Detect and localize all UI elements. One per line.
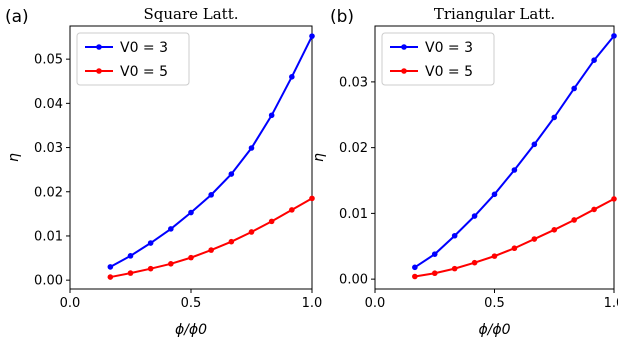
x-tick-label: 0.5	[181, 296, 202, 311]
data-point	[107, 264, 114, 270]
data-point	[591, 206, 597, 213]
legend-marker	[401, 44, 407, 50]
y-tick-label: 0.02	[34, 185, 63, 200]
data-point	[491, 253, 498, 259]
legend-marker	[96, 68, 102, 74]
panel-letter: (b)	[330, 7, 354, 27]
y-tick-label: 0.03	[34, 141, 63, 156]
chart-panel-b: (b) Triangular Latt. 0.0 0.5 1.0 0.00 0.01 0.02…	[311, 5, 618, 338]
data-point	[228, 171, 235, 177]
chart-title: Square Latt.	[143, 5, 238, 23]
x-axis-label: ϕ/ϕ0	[175, 322, 207, 338]
y-tick-label: 0.05	[34, 53, 63, 68]
data-point	[511, 245, 518, 252]
data-point	[531, 236, 538, 242]
y-axis-label: η	[6, 153, 22, 162]
data-point	[431, 270, 438, 277]
data-point	[107, 274, 114, 280]
y-tick-label: 0.04	[34, 97, 63, 112]
y-tick-label: 0.01	[34, 229, 63, 244]
y-tick-label: 0.03	[339, 75, 368, 90]
x-tick-label: 0.5	[484, 296, 505, 311]
data-point	[127, 270, 134, 276]
data-point	[491, 191, 498, 198]
legend: V0 = 3 V0 = 5	[381, 32, 495, 86]
x-tick-label: 0.0	[365, 296, 386, 311]
data-point	[451, 265, 458, 272]
chart-title: Triangular Latt.	[434, 5, 555, 23]
data-point	[228, 238, 235, 245]
data-point	[188, 254, 194, 261]
data-point	[188, 209, 194, 216]
data-point	[511, 167, 518, 173]
data-point	[451, 232, 458, 239]
legend: V0 = 3 V0 = 5	[76, 32, 190, 86]
legend-label: V0 = 5	[425, 64, 473, 80]
data-point	[412, 273, 418, 280]
legend-marker	[401, 68, 407, 74]
x-tick-label: 1.0	[302, 296, 323, 311]
data-point	[309, 33, 315, 39]
legend-label: V0 = 3	[120, 40, 168, 56]
data-point	[168, 226, 174, 232]
data-point	[268, 112, 275, 119]
data-point	[147, 265, 154, 272]
data-point	[248, 145, 255, 151]
data-point	[591, 57, 597, 63]
data-point	[208, 192, 214, 198]
series-line-v0-5	[110, 197, 313, 279]
legend-label: V0 = 5	[120, 64, 168, 80]
data-point	[208, 247, 214, 253]
data-point	[248, 229, 255, 235]
data-point	[431, 251, 438, 257]
data-point	[289, 74, 295, 80]
data-point	[412, 264, 418, 271]
legend-marker	[96, 44, 102, 50]
x-tick-label: 0.0	[60, 296, 81, 311]
data-point	[551, 227, 558, 233]
panel-letter: (a)	[5, 7, 29, 27]
data-point	[531, 141, 538, 148]
y-tick-label: 0.01	[339, 207, 368, 222]
data-point	[289, 207, 295, 213]
x-tick-label: 1.0	[604, 296, 618, 311]
data-point	[471, 213, 478, 219]
x-axis-label: ϕ/ϕ0	[478, 322, 510, 338]
series-line-v0-5	[414, 198, 615, 278]
data-point	[611, 33, 617, 39]
data-point	[571, 217, 577, 223]
data-point	[611, 196, 617, 202]
data-point	[571, 85, 577, 92]
y-axis-label: η	[311, 153, 327, 162]
y-tick-label: 0.00	[34, 274, 63, 289]
data-point	[268, 218, 275, 225]
y-tick-label: 0.00	[339, 273, 368, 288]
y-tick-label: 0.02	[339, 141, 368, 156]
data-point	[309, 195, 315, 202]
data-point	[127, 253, 134, 259]
legend-label: V0 = 3	[425, 40, 473, 56]
chart-panel-a: (a) Square Latt. 0.0 0.5 1.0 0.00 0.01 0.02 0.03…	[5, 5, 322, 338]
data-point	[471, 259, 478, 266]
data-point	[147, 240, 154, 246]
data-point	[551, 114, 558, 121]
data-point	[168, 261, 174, 267]
